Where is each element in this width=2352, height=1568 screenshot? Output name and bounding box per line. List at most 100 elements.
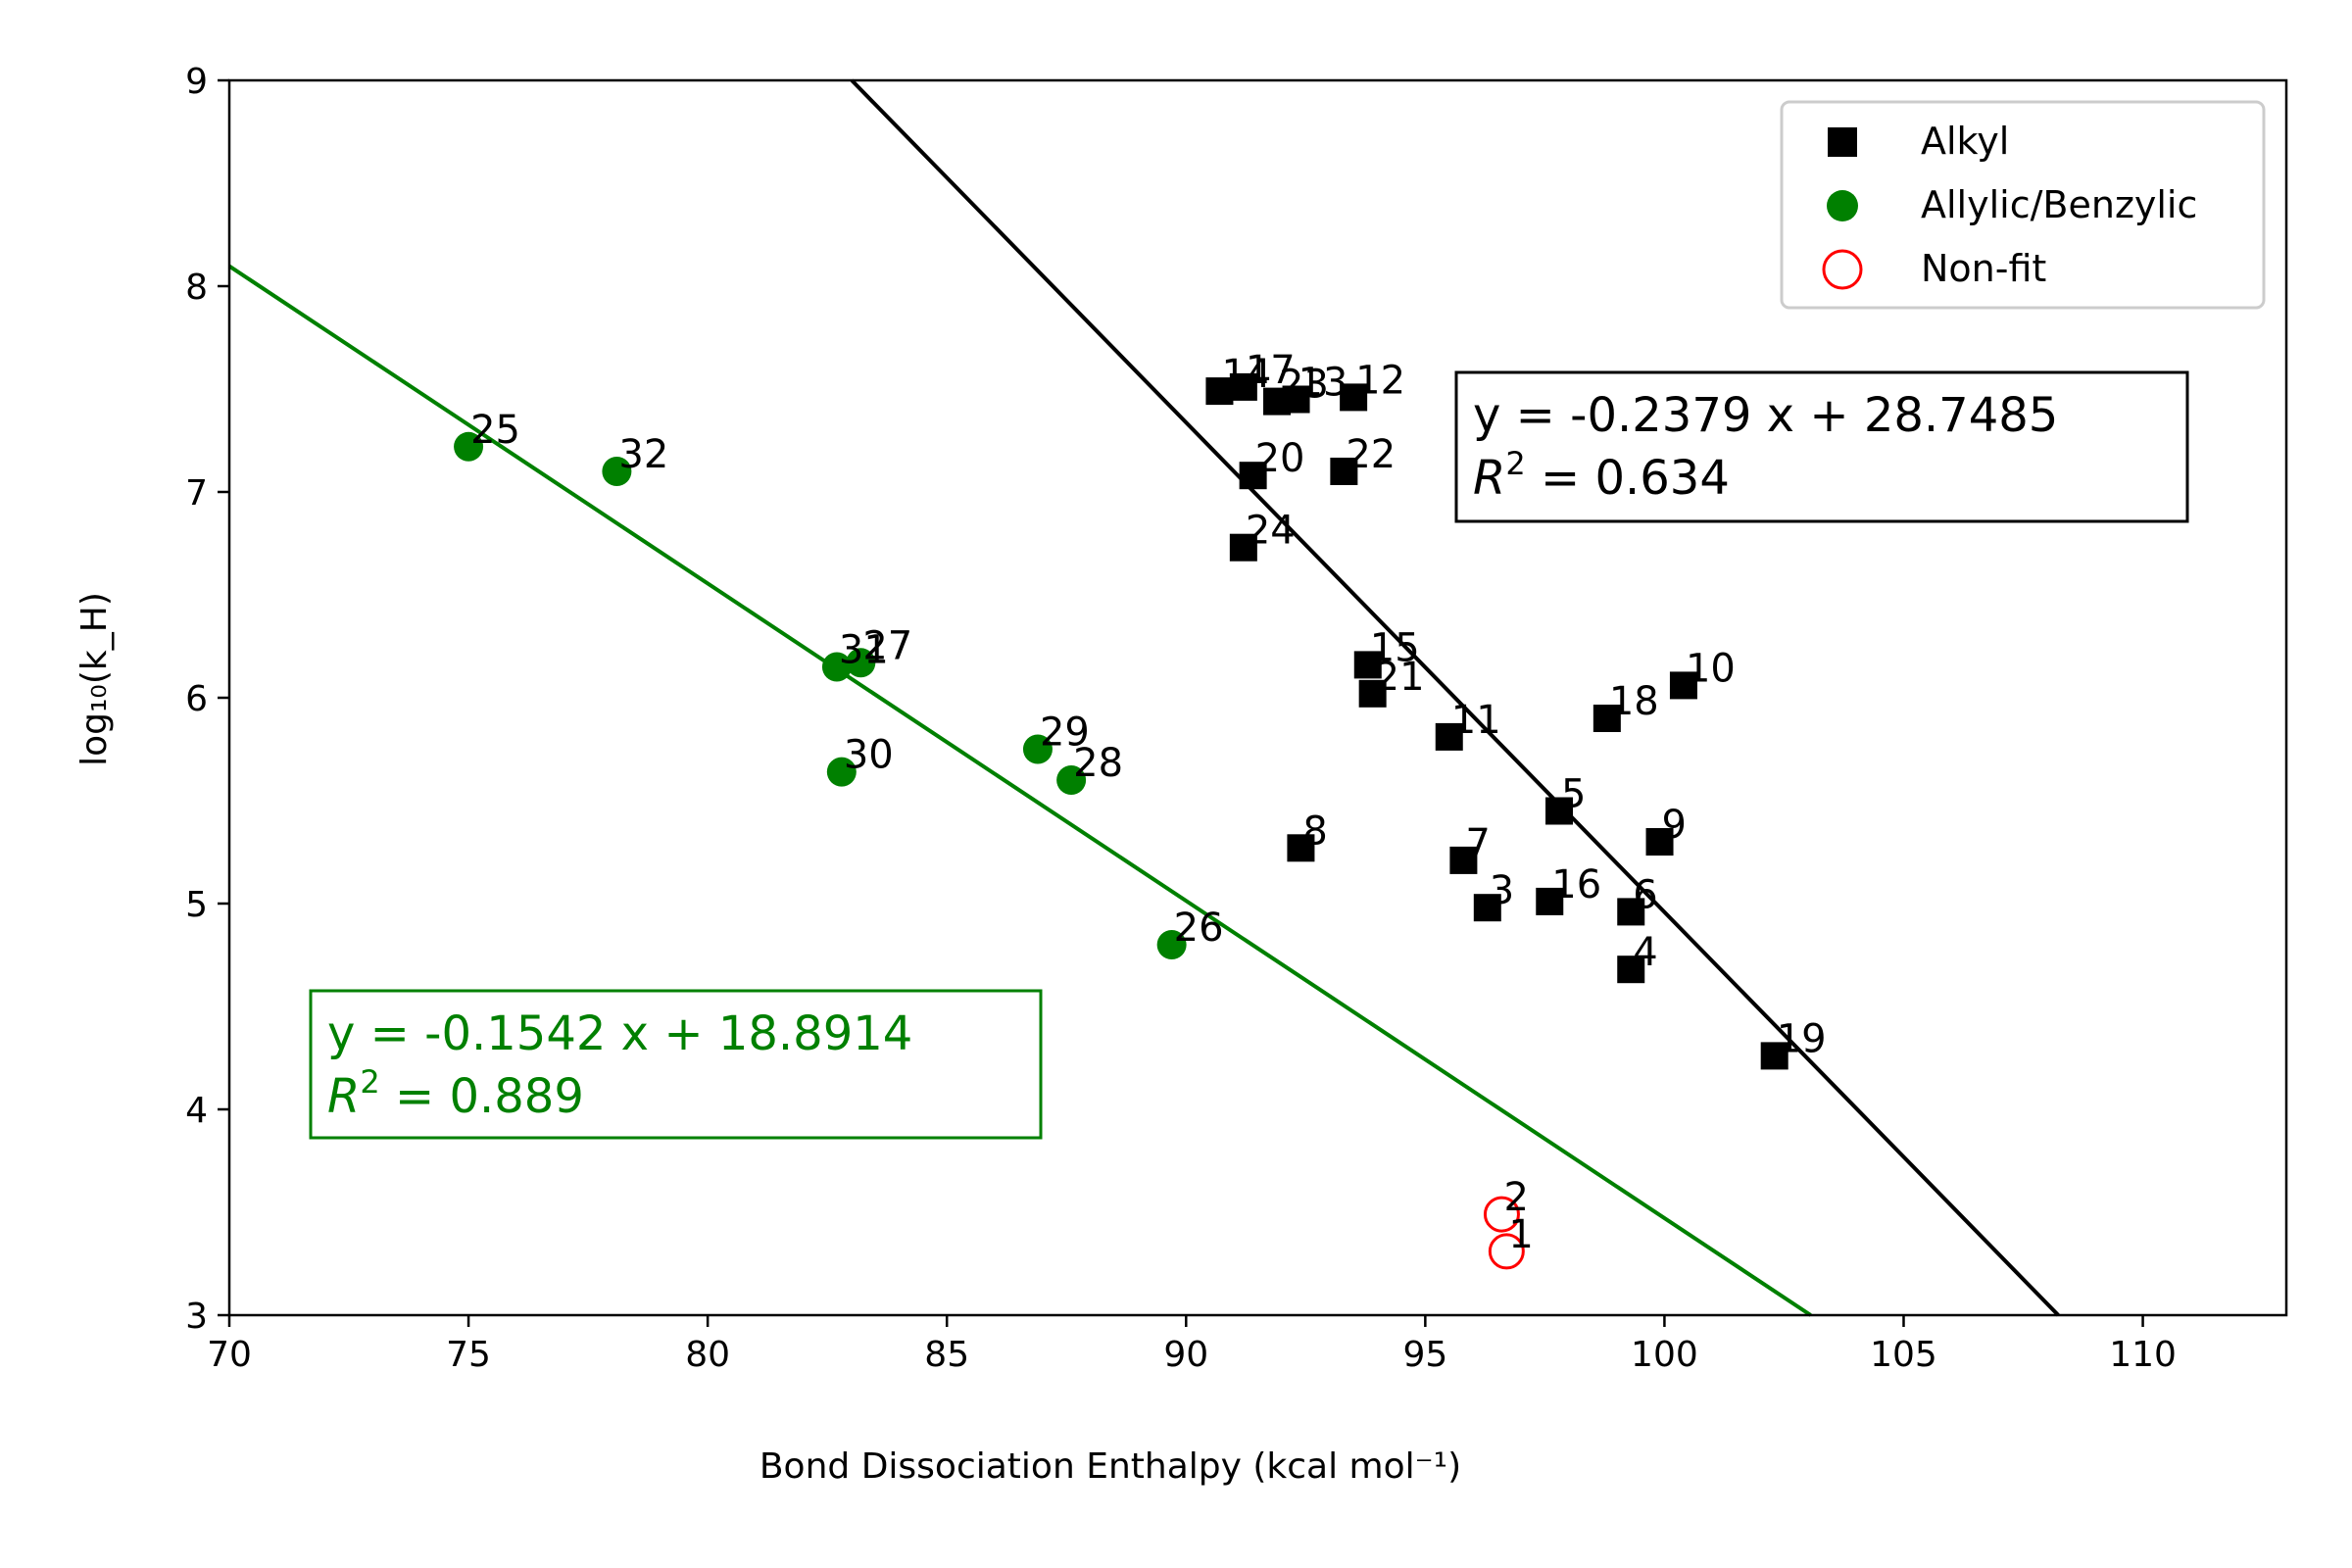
allylic-benzylic-point xyxy=(454,431,484,462)
y-axis-ticks: 3 4 5 6 7 8 9 xyxy=(185,62,229,1337)
alkyl-point xyxy=(1358,679,1387,708)
alkyl-point xyxy=(1449,846,1478,874)
x-tick-label: 100 xyxy=(1631,1335,1698,1375)
point-label: 27 xyxy=(862,623,912,668)
alkyl-point xyxy=(1536,887,1564,915)
y-tick-label: 3 xyxy=(185,1297,208,1337)
point-label: 8 xyxy=(1302,808,1327,854)
x-tick-label: 95 xyxy=(1402,1335,1447,1375)
alkyl-point xyxy=(1645,828,1674,856)
point-label: 29 xyxy=(1040,710,1090,756)
point-label: 7 xyxy=(1465,821,1490,866)
y-tick-label: 6 xyxy=(185,679,208,719)
allylic-benzylic-point xyxy=(826,757,857,787)
legend-square-marker xyxy=(1828,127,1857,157)
x-tick-label: 70 xyxy=(207,1335,252,1375)
alkyl-point xyxy=(1545,797,1574,825)
point-label: 11 xyxy=(1451,698,1501,743)
y-tick-label: 9 xyxy=(185,62,208,102)
allylic-benzylic-point xyxy=(846,648,876,678)
point-label: 2 xyxy=(1503,1175,1528,1220)
y-tick-label: 4 xyxy=(185,1091,208,1131)
point-label: 14 xyxy=(1221,352,1271,397)
fit-line xyxy=(227,264,1812,1317)
point-label: 13 xyxy=(1298,361,1348,406)
alkyl-point xyxy=(1229,372,1257,401)
alkyl-point xyxy=(1617,956,1645,984)
alkyl-point xyxy=(1340,383,1368,412)
alkyl-point xyxy=(1473,894,1501,922)
fit-r-squared: R2 = 0.889 xyxy=(327,1063,584,1124)
point-label: 12 xyxy=(1355,358,1405,403)
x-axis-label: Bond Dissociation Enthalpy (kcal mol⁻¹) xyxy=(760,1446,1461,1487)
point-label: 20 xyxy=(1255,436,1305,481)
point-label: 16 xyxy=(1551,862,1601,907)
fit-lines xyxy=(227,78,2060,1317)
allylic-benzylic-point xyxy=(1156,930,1187,959)
alkyl-point xyxy=(1239,462,1267,490)
point-label: 15 xyxy=(1370,625,1420,670)
non-fit-point xyxy=(1483,1196,1520,1233)
point-label: 25 xyxy=(470,408,520,453)
alkyl-point xyxy=(1760,1042,1788,1070)
point-label: 5 xyxy=(1561,772,1586,817)
point-label: 23 xyxy=(1279,363,1329,408)
y-tick-label: 7 xyxy=(185,473,208,514)
point-label: 22 xyxy=(1346,432,1396,477)
point-label: 31 xyxy=(839,628,889,673)
point-label: 9 xyxy=(1662,803,1687,848)
point-label: 17 xyxy=(1246,348,1296,393)
point-label: 32 xyxy=(618,432,668,477)
point-label: 24 xyxy=(1246,509,1296,554)
fit-equation: y = -0.2379 x + 28.7485 xyxy=(1473,388,2058,443)
legend-circle-marker xyxy=(1827,190,1858,221)
alkyl-point xyxy=(1435,722,1463,751)
x-tick-label: 85 xyxy=(924,1335,969,1375)
fit-equation: y = -0.1542 x + 18.8914 xyxy=(327,1006,912,1061)
legend-label: Alkyl xyxy=(1921,120,2009,163)
x-tick-label: 75 xyxy=(446,1335,491,1375)
point-label: 1 xyxy=(1508,1212,1533,1257)
point-label: 30 xyxy=(844,733,894,778)
allylic-benzylic-point xyxy=(1022,734,1053,764)
fit-r-squared: R2 = 0.634 xyxy=(1473,445,1730,506)
point-label: 6 xyxy=(1633,872,1657,917)
allylic-benzylic-point xyxy=(821,652,852,682)
x-axis-ticks: 70 75 80 85 90 95 100 105 110 xyxy=(207,1315,2177,1375)
data-points xyxy=(454,372,1788,1270)
point-label: 3 xyxy=(1490,868,1514,913)
legend-frame xyxy=(1780,100,2266,310)
point-label: 28 xyxy=(1073,741,1123,786)
fit-line xyxy=(850,78,2060,1317)
non-fit-point xyxy=(1488,1233,1525,1270)
alkyl-point xyxy=(1353,651,1382,679)
legend-label: Allylic/Benzylic xyxy=(1921,183,2197,226)
alkyl-point xyxy=(1330,458,1358,485)
equation-box-frame xyxy=(1454,370,2189,523)
equation-box-frame xyxy=(309,989,1043,1140)
x-tick-label: 90 xyxy=(1163,1335,1208,1375)
x-tick-label: 110 xyxy=(2109,1335,2177,1375)
alkyl-point xyxy=(1669,671,1697,700)
alkyl-point xyxy=(1205,377,1234,406)
legend-open-circle-marker xyxy=(1822,249,1863,290)
y-tick-label: 8 xyxy=(185,268,208,308)
x-tick-label: 105 xyxy=(1870,1335,1937,1375)
allylic-benzylic-point xyxy=(602,457,632,486)
y-axis-label: log₁₀(k_H) xyxy=(74,592,115,766)
point-label: 4 xyxy=(1633,930,1657,975)
legend-label: Non-fit xyxy=(1921,247,2046,290)
alkyl-point xyxy=(1592,705,1621,732)
alkyl-point xyxy=(1282,385,1310,414)
point-label: 26 xyxy=(1174,906,1224,951)
point-label: 19 xyxy=(1777,1016,1827,1061)
x-tick-label: 80 xyxy=(685,1335,730,1375)
alkyl-point xyxy=(1617,898,1645,926)
point-label: 21 xyxy=(1375,655,1425,700)
alkyl-point xyxy=(1287,834,1315,862)
